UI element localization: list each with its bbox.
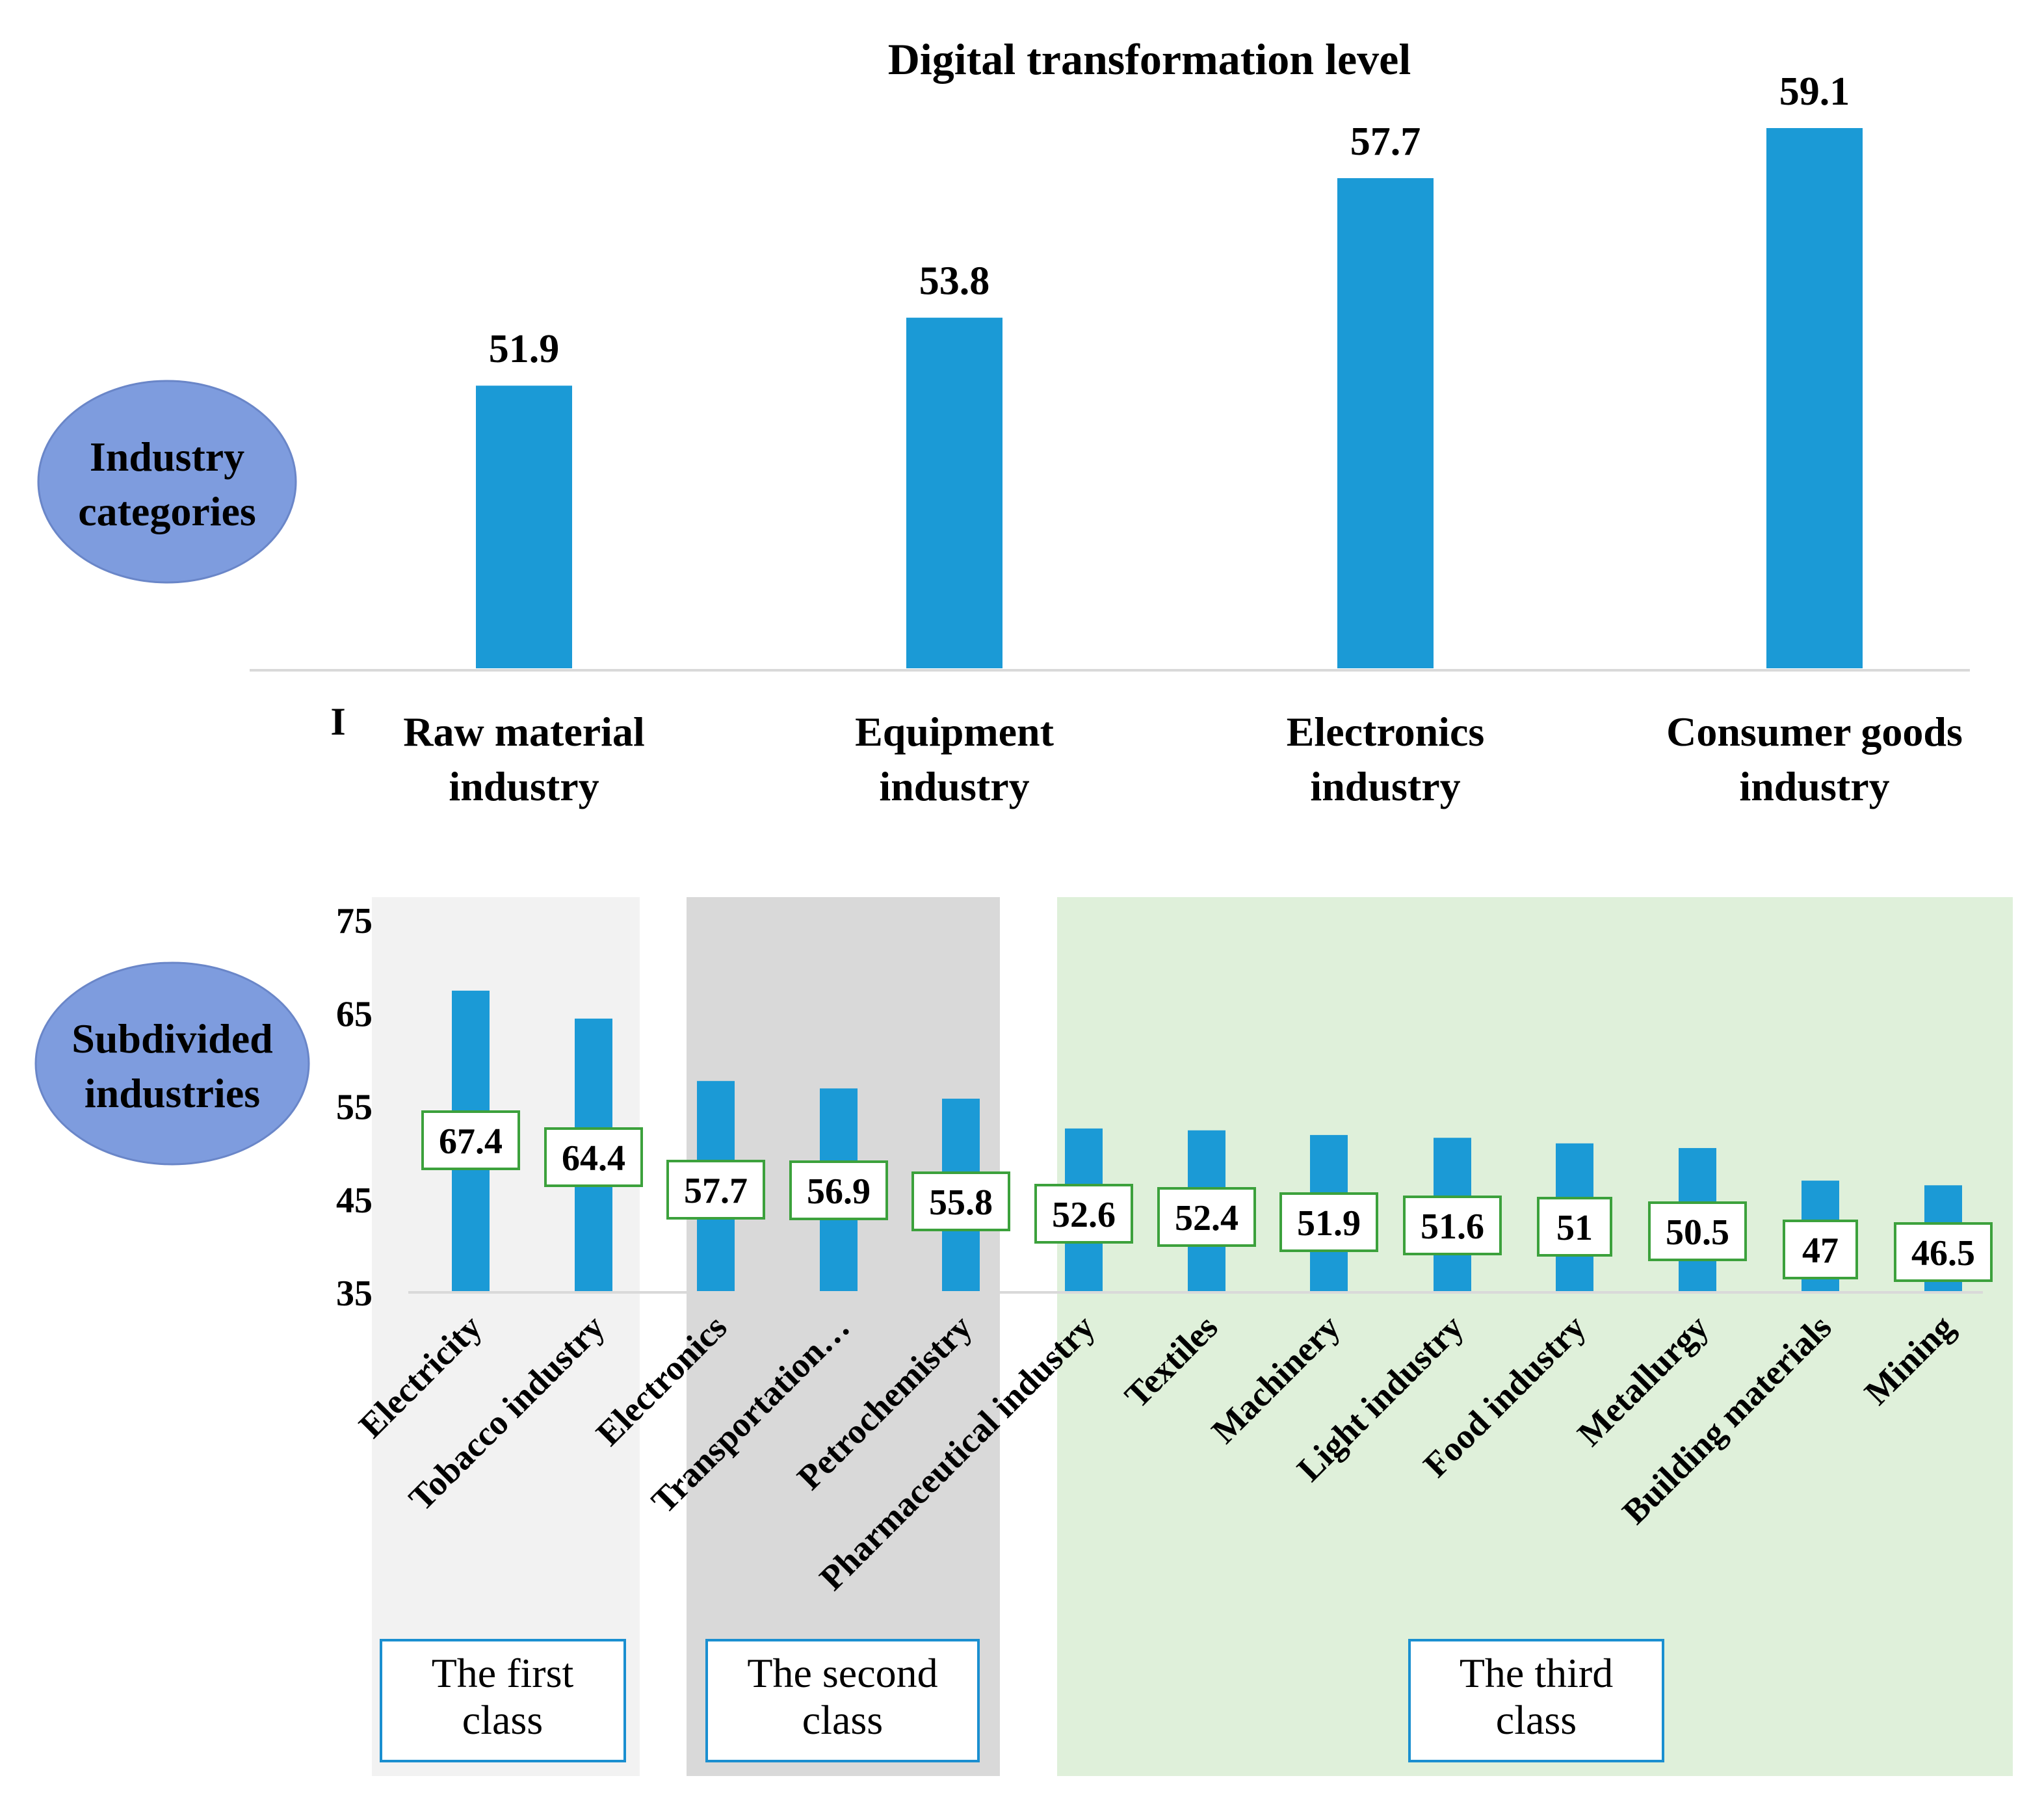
top-data-label-1: 51.9 xyxy=(489,327,560,371)
subdivided-industries-ellipse xyxy=(34,961,310,1166)
bottom-data-label-3: 57.7 xyxy=(684,1171,748,1211)
bottom-data-label-1: 67.4 xyxy=(439,1121,503,1162)
top-data-label-3: 57.7 xyxy=(1350,120,1421,164)
bottom-data-label-7: 52.4 xyxy=(1175,1198,1238,1238)
bottom-data-label-13: 46.5 xyxy=(1911,1233,1975,1274)
top-category-label-2: Equipment industry xyxy=(855,709,1055,809)
bottom-data-label-11: 50.5 xyxy=(1666,1212,1729,1253)
top-category-label-3: Electronics industry xyxy=(1287,709,1485,809)
subdivided-industries-label-line: Subdivided xyxy=(72,1015,273,1062)
bottom-data-label-box-10 xyxy=(1537,1197,1612,1257)
industry-categories-label: Industry categories xyxy=(78,434,256,534)
top-category-label-4-line: industry xyxy=(1739,763,1889,809)
class-label-1-line: The first xyxy=(432,1650,574,1696)
top-category-label-3-line: Electronics xyxy=(1287,709,1485,755)
bottom-data-label-box-5 xyxy=(911,1171,1010,1231)
y-tick-label-55: 55 xyxy=(336,1088,373,1128)
top-axis-stray-mark: I xyxy=(330,700,345,743)
bottom-data-label-box-1 xyxy=(421,1110,520,1170)
top-category-label-3-line: industry xyxy=(1310,763,1460,809)
class-label-2: The second class xyxy=(747,1650,937,1743)
top-chart-title: Digital transformation level xyxy=(888,34,1411,84)
top-data-label-4: 59.1 xyxy=(1779,70,1850,114)
bottom-data-label-8: 51.9 xyxy=(1297,1203,1361,1244)
bottom-data-label-box-2 xyxy=(544,1127,643,1187)
top-bar-2 xyxy=(906,317,1002,668)
bottom-data-label-box-11 xyxy=(1648,1201,1747,1261)
bottom-data-label-10: 51 xyxy=(1556,1208,1593,1248)
class-label-2-line: class xyxy=(802,1697,883,1743)
bottom-data-label-box-12 xyxy=(1783,1220,1858,1279)
subdivided-industries-label-line: industries xyxy=(85,1070,260,1116)
y-tick-label-75: 75 xyxy=(336,901,373,941)
top-category-label-4: Consumer goods industry xyxy=(1666,709,1963,809)
y-tick-label-65: 65 xyxy=(336,994,373,1034)
class-label-box-2 xyxy=(705,1639,980,1762)
bottom-data-label-box-9 xyxy=(1403,1196,1502,1255)
bottom-data-label-9: 51.6 xyxy=(1421,1207,1484,1247)
top-category-label-2-line: Equipment xyxy=(855,709,1055,755)
class-label-3: The third class xyxy=(1460,1650,1613,1743)
top-bar-1 xyxy=(476,386,572,668)
top-category-label-2-line: industry xyxy=(879,763,1029,809)
industry-categories-label-line: categories xyxy=(78,488,256,534)
class-panel-third xyxy=(1057,897,2013,1776)
class-label-box-1 xyxy=(380,1639,626,1762)
top-category-label-1: Raw material industry xyxy=(403,709,644,809)
y-tick-label-35: 35 xyxy=(336,1274,373,1314)
top-category-label-1-line: industry xyxy=(449,763,599,809)
top-data-label-2: 53.8 xyxy=(919,259,990,304)
class-label-3-line: class xyxy=(1496,1697,1577,1743)
class-label-1-line: class xyxy=(462,1697,543,1743)
bottom-data-label-box-7 xyxy=(1157,1187,1256,1247)
class-label-box-3 xyxy=(1408,1639,1664,1762)
top-category-label-1-line: Raw material xyxy=(403,709,644,755)
industry-categories-ellipse xyxy=(37,380,297,584)
subdivided-industries-label: Subdivided industries xyxy=(72,1015,273,1116)
top-bar-4 xyxy=(1766,128,1863,668)
class-label-1: The first class xyxy=(432,1650,574,1743)
y-tick-label-45: 45 xyxy=(336,1181,373,1221)
bottom-data-label-12: 47 xyxy=(1802,1231,1839,1271)
bottom-data-label-box-13 xyxy=(1894,1222,1993,1282)
bottom-data-label-box-3 xyxy=(666,1160,765,1220)
industry-categories-label-line: Industry xyxy=(90,434,244,480)
bottom-data-label-box-6 xyxy=(1034,1184,1133,1244)
top-bar-3 xyxy=(1337,178,1434,668)
class-label-3-line: The third xyxy=(1460,1650,1613,1696)
bottom-data-label-box-8 xyxy=(1279,1192,1378,1252)
bottom-data-label-4: 56.9 xyxy=(807,1171,871,1212)
bottom-data-label-6: 52.6 xyxy=(1052,1195,1116,1235)
class-panel-second xyxy=(687,897,1000,1776)
bottom-data-label-2: 64.4 xyxy=(562,1138,625,1179)
bottom-data-label-5: 55.8 xyxy=(929,1183,993,1223)
top-category-label-4-line: Consumer goods xyxy=(1666,709,1963,755)
class-label-2-line: The second xyxy=(747,1650,937,1696)
bottom-data-label-box-4 xyxy=(789,1160,888,1220)
